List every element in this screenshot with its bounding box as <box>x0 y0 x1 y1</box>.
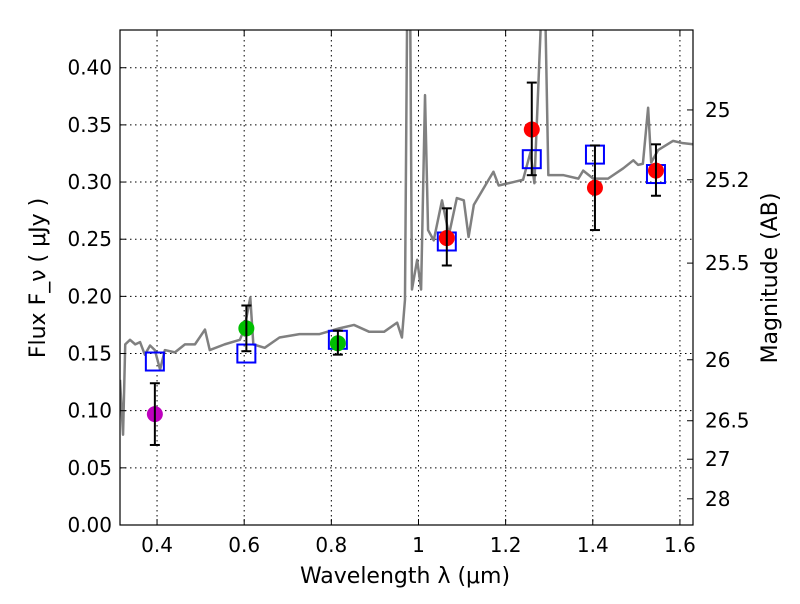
mag-tick-label: 25.5 <box>705 251 750 275</box>
x-tick-label: 1 <box>412 533 425 557</box>
y-axis-label: Flux F_ν ( μJy ) <box>26 198 51 358</box>
x-tick-label: 1.4 <box>577 533 609 557</box>
spectrum-line <box>120 30 693 436</box>
y-tick-label: 0.05 <box>67 456 112 480</box>
x-tick-label: 1.2 <box>490 533 522 557</box>
y-tick-label: 0.25 <box>67 227 112 251</box>
model-square-marker <box>144 351 165 372</box>
y-tick-label: 0.10 <box>67 399 112 423</box>
y-tick-label: 0.30 <box>67 170 112 194</box>
mag-tick-label: 26.5 <box>705 409 750 433</box>
x-tick-label: 0.6 <box>228 533 260 557</box>
mag-tick-label: 28 <box>705 487 730 511</box>
y-tick-label: 0.40 <box>67 56 112 80</box>
x-tick-label: 1.6 <box>664 533 696 557</box>
right-axis-label: Magnitude (AB) <box>758 193 783 364</box>
mag-tick-label: 26 <box>705 348 730 372</box>
y-tick-label: 0.15 <box>67 342 112 366</box>
y-tick-label: 0.00 <box>67 513 112 537</box>
mag-tick-label: 25 <box>705 98 730 122</box>
plot-frame <box>119 29 694 526</box>
plot-area <box>120 30 693 446</box>
x-tick-label: 0.4 <box>141 533 173 557</box>
x-tick-label: 0.8 <box>315 533 347 557</box>
x-axis-label: Wavelength λ (μm) <box>300 564 510 589</box>
mag-tick-label: 25.2 <box>705 168 750 192</box>
y-tick-label: 0.20 <box>67 284 112 308</box>
y-tick-label: 0.35 <box>67 113 112 137</box>
axes: 0.4 0.6 0.8 1 1.2 1.4 1.6 0.00 0.05 0.10 0.15 0.20 0… <box>67 30 750 557</box>
mag-tick-label: 27 <box>705 447 730 471</box>
